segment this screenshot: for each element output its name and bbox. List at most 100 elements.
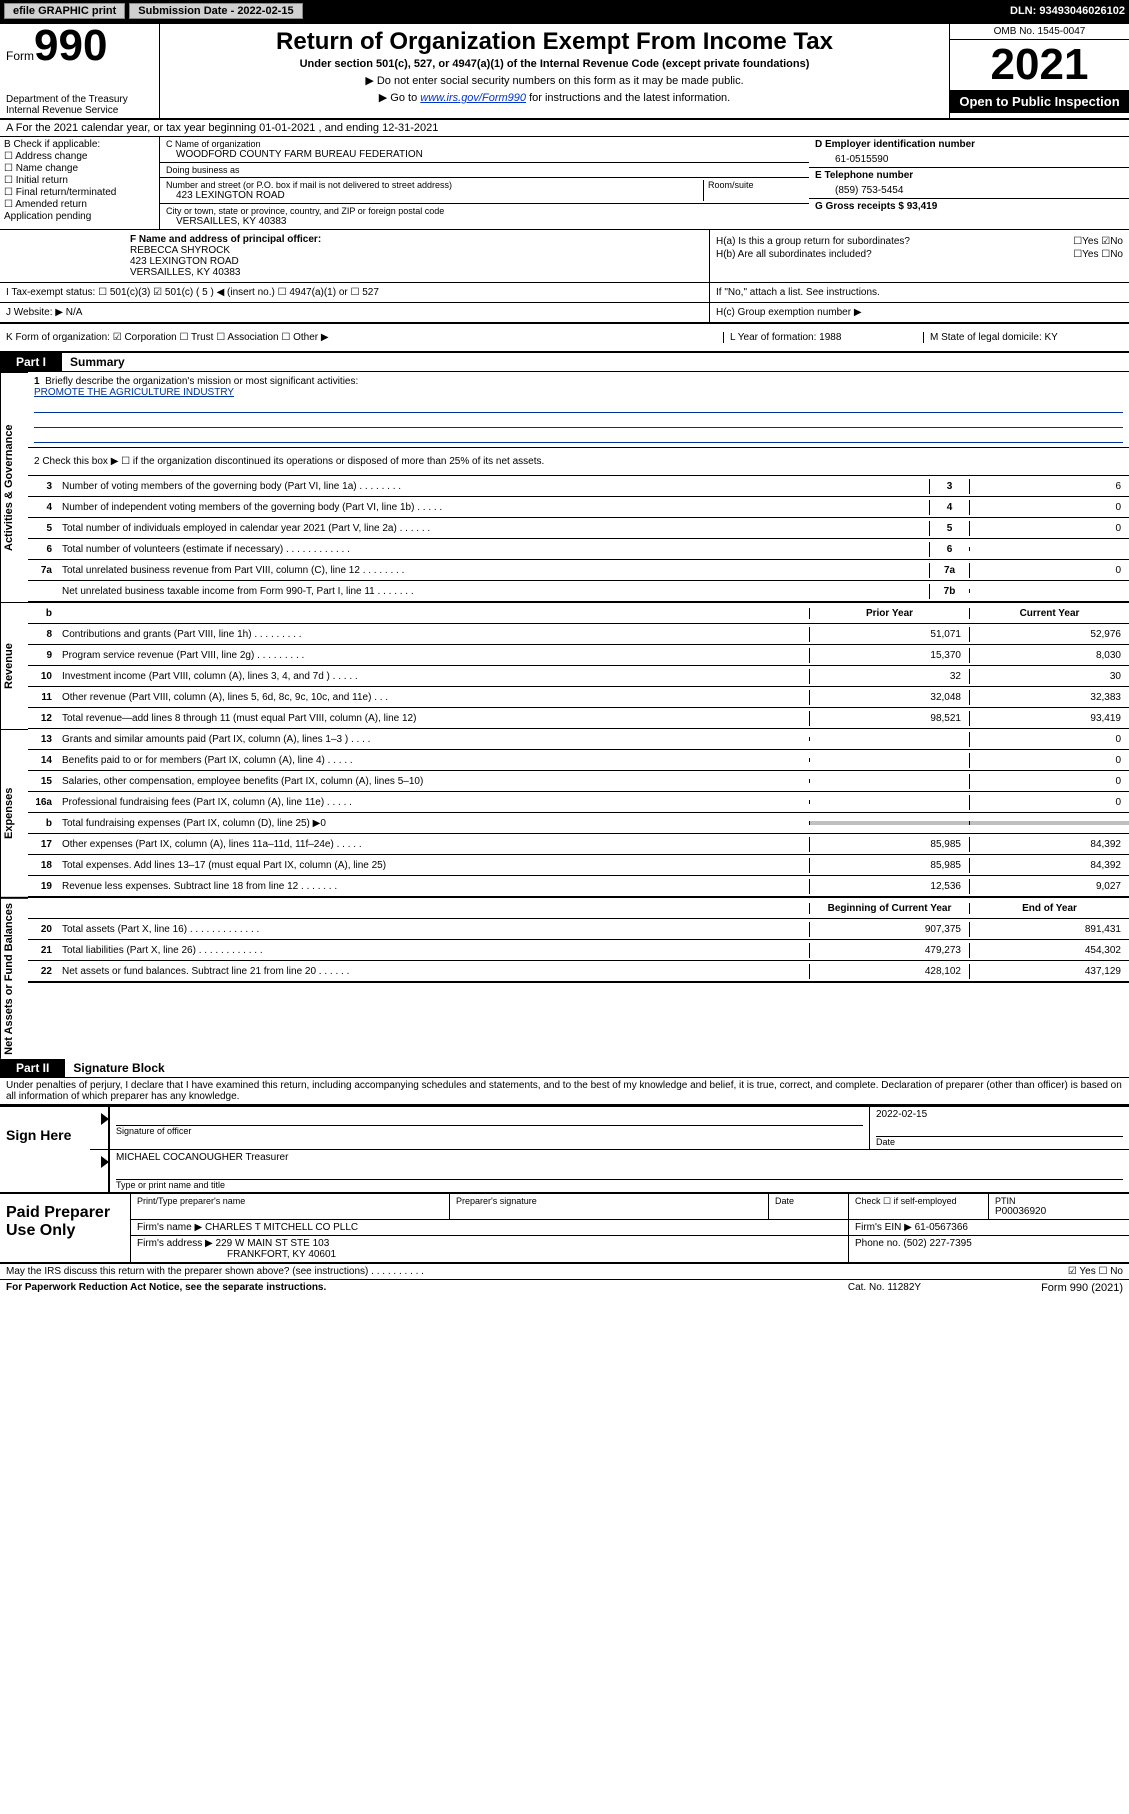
gov-rows: 1 Briefly describe the organization's mi… xyxy=(28,372,1129,602)
exp-rows: 13Grants and similar amounts paid (Part … xyxy=(28,729,1129,897)
footer-bottom: For Paperwork Reduction Act Notice, see … xyxy=(0,1279,1129,1296)
irs-link[interactable]: www.irs.gov/Form990 xyxy=(420,92,526,104)
declaration-text: Under penalties of perjury, I declare th… xyxy=(0,1078,1129,1105)
hc-group-exemption: H(c) Group exemption number ▶ xyxy=(709,303,1129,322)
table-row: 20Total assets (Part X, line 16) . . . .… xyxy=(28,919,1129,940)
form-word: Form xyxy=(6,49,34,63)
sidetab-governance: Activities & Governance xyxy=(0,372,28,602)
sign-here-label: Sign Here xyxy=(0,1107,90,1192)
cat-no: Cat. No. 11282Y xyxy=(848,1282,921,1294)
table-row: 13Grants and similar amounts paid (Part … xyxy=(28,729,1129,750)
ha-label: H(a) Is this a group return for subordin… xyxy=(716,236,910,247)
part2-title: Signature Block xyxy=(73,1061,164,1075)
prep-name-label: Print/Type preparer's name xyxy=(137,1196,443,1206)
irs-label: Internal Revenue Service xyxy=(6,105,153,116)
table-row: 4Number of independent voting members of… xyxy=(28,497,1129,518)
instr-ssn: ▶ Do not enter social security numbers o… xyxy=(170,74,939,87)
firm-phone-label: Phone no. xyxy=(855,1238,901,1249)
row-j-hc: J Website: ▶ N/A H(c) Group exemption nu… xyxy=(0,303,1129,324)
line2-checkbox: 2 Check this box ▶ ☐ if the organization… xyxy=(28,448,1129,476)
paid-preparer-block: Paid Preparer Use Only Print/Type prepar… xyxy=(0,1194,1129,1264)
block-d-right: D Employer identification number 61-0515… xyxy=(809,137,1129,229)
address-value: 423 LEXINGTON ROAD xyxy=(176,190,703,201)
prep-sig-label: Preparer's signature xyxy=(456,1196,762,1206)
table-row: 17Other expenses (Part IX, column (A), l… xyxy=(28,834,1129,855)
part2-tab: Part II xyxy=(0,1059,65,1077)
row-b-num: b xyxy=(28,606,58,621)
sidetab-net-assets: Net Assets or Fund Balances xyxy=(0,897,28,1059)
table-row: bTotal fundraising expenses (Part IX, co… xyxy=(28,813,1129,834)
submission-date: Submission Date - 2022-02-15 xyxy=(129,3,302,19)
efile-button[interactable]: efile GRAPHIC print xyxy=(4,3,125,19)
current-year-hdr: Current Year xyxy=(969,608,1129,619)
officer-name: REBECCA SHYROCK xyxy=(130,245,703,256)
firm-phone-value: (502) 227-7395 xyxy=(903,1238,971,1249)
table-row: 7aTotal unrelated business revenue from … xyxy=(28,560,1129,581)
sign-here-block: Sign Here Signature of officer 2022-02-1… xyxy=(0,1105,1129,1194)
block-bcd: B Check if applicable: ☐ Address change … xyxy=(0,137,1129,230)
state-domicile: M State of legal domicile: KY xyxy=(923,332,1123,343)
beginning-year-hdr: Beginning of Current Year xyxy=(809,903,969,914)
address-label: Number and street (or P.O. box if mail i… xyxy=(166,180,703,190)
table-row: 19Revenue less expenses. Subtract line 1… xyxy=(28,876,1129,897)
table-row: Net unrelated business taxable income fr… xyxy=(28,581,1129,602)
telephone-label: E Telephone number xyxy=(815,170,1123,181)
part1-header: Part I Summary xyxy=(0,353,1129,372)
sig-name-label: Type or print name and title xyxy=(116,1180,1123,1190)
block-fh: F Name and address of principal officer:… xyxy=(0,230,1129,283)
tax-exempt-status: I Tax-exempt status: ☐ 501(c)(3) ☑ 501(c… xyxy=(0,283,709,302)
table-row: 9Program service revenue (Part VIII, lin… xyxy=(28,645,1129,666)
chk-name-change[interactable]: ☐ Name change xyxy=(4,163,155,174)
prep-ptin-label: PTIN xyxy=(995,1196,1123,1206)
firm-name-label: Firm's name ▶ xyxy=(137,1222,202,1233)
sig-date-value: 2022-02-15 xyxy=(876,1109,1123,1120)
sig-name-value: MICHAEL COCANOUGHER Treasurer xyxy=(116,1152,1123,1163)
table-row: 8Contributions and grants (Part VIII, li… xyxy=(28,624,1129,645)
irs-discuss-row: May the IRS discuss this return with the… xyxy=(0,1264,1129,1279)
chk-initial-return[interactable]: ☐ Initial return xyxy=(4,175,155,186)
chk-application-pending[interactable]: Application pending xyxy=(4,211,155,222)
table-row: 14Benefits paid to or for members (Part … xyxy=(28,750,1129,771)
mission-block: 1 Briefly describe the organization's mi… xyxy=(28,372,1129,448)
sig-arrow-icon-2 xyxy=(90,1150,110,1192)
end-year-hdr: End of Year xyxy=(969,903,1129,914)
form-title: Return of Organization Exempt From Incom… xyxy=(170,28,939,56)
hb-note: If "No," attach a list. See instructions… xyxy=(709,283,1129,302)
table-row: 11Other revenue (Part VIII, column (A), … xyxy=(28,687,1129,708)
sidetab-revenue: Revenue xyxy=(0,602,28,729)
table-row: 15Salaries, other compensation, employee… xyxy=(28,771,1129,792)
table-row: 22Net assets or fund balances. Subtract … xyxy=(28,961,1129,983)
table-row: 5Total number of individuals employed in… xyxy=(28,518,1129,539)
omb-number: OMB No. 1545-0047 xyxy=(950,24,1129,40)
hb-answer[interactable]: ☐Yes ☐No xyxy=(1073,249,1123,260)
table-row: 18Total expenses. Add lines 13–17 (must … xyxy=(28,855,1129,876)
chk-final-return[interactable]: ☐ Final return/terminated xyxy=(4,187,155,198)
officer-addr2: VERSAILLES, KY 40383 xyxy=(130,267,703,278)
ha-answer[interactable]: ☐Yes ☑No xyxy=(1073,236,1123,247)
chk-amended-return[interactable]: ☐ Amended return xyxy=(4,199,155,210)
block-h-group: H(a) Is this a group return for subordin… xyxy=(709,230,1129,282)
sig-date-label: Date xyxy=(876,1137,1123,1147)
table-row: 12Total revenue—add lines 8 through 11 (… xyxy=(28,708,1129,729)
form-number: 990 xyxy=(34,21,107,70)
gross-receipts: G Gross receipts $ 93,419 xyxy=(815,201,1123,212)
table-row: 6Total number of volunteers (estimate if… xyxy=(28,539,1129,560)
instr-link: ▶ Go to www.irs.gov/Form990 for instruct… xyxy=(170,91,939,104)
form-990-label: Form 990 (2021) xyxy=(1041,1282,1123,1294)
firm-addr2-value: FRANKFORT, KY 40601 xyxy=(227,1249,336,1260)
dba-label: Doing business as xyxy=(166,165,803,175)
sig-arrow-icon xyxy=(90,1107,110,1149)
dept-treasury: Department of the Treasury xyxy=(6,94,153,105)
table-row: 3Number of voting members of the governi… xyxy=(28,476,1129,497)
firm-ein-label: Firm's EIN ▶ xyxy=(855,1222,912,1233)
irs-discuss-yesno[interactable]: ☑ Yes ☐ No xyxy=(1068,1266,1123,1277)
table-row: 10Investment income (Part VIII, column (… xyxy=(28,666,1129,687)
chk-address-change[interactable]: ☐ Address change xyxy=(4,151,155,162)
org-name-label: C Name of organization xyxy=(166,139,803,149)
top-bar: efile GRAPHIC print Submission Date - 20… xyxy=(0,0,1129,22)
year-formation: L Year of formation: 1988 xyxy=(723,332,923,343)
ein-value: 61-0515590 xyxy=(835,154,1123,165)
prep-selfemp-label[interactable]: Check ☐ if self-employed xyxy=(855,1196,982,1207)
prep-date-label: Date xyxy=(775,1196,842,1206)
firm-name-value: CHARLES T MITCHELL CO PLLC xyxy=(205,1222,358,1233)
